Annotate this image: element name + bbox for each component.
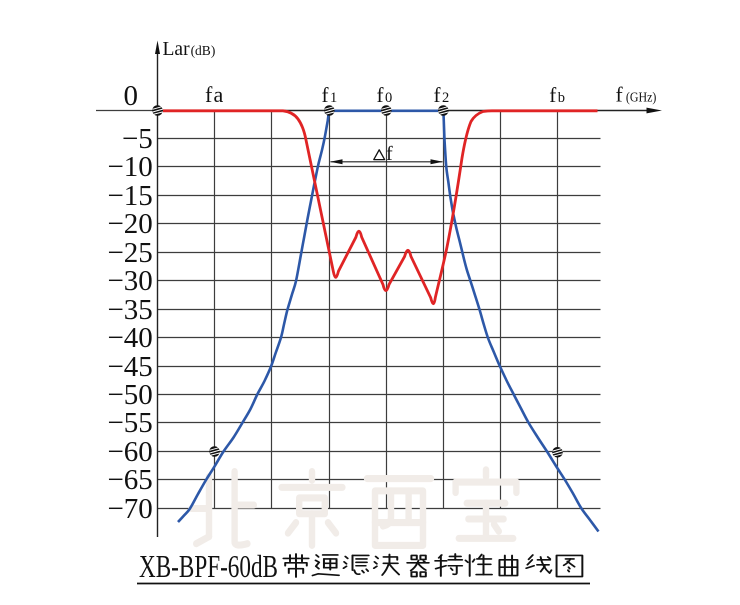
svg-text:−25: −25 — [107, 237, 152, 269]
svg-text:Lar(dB): Lar(dB) — [163, 39, 216, 60]
svg-text:−35: −35 — [107, 294, 152, 326]
svg-text:−15: −15 — [107, 180, 152, 212]
svg-text:−60: −60 — [107, 436, 152, 468]
svg-text:−10: −10 — [107, 151, 152, 183]
svg-text:−55: −55 — [107, 407, 152, 439]
svg-text:0: 0 — [123, 80, 138, 112]
svg-text:−70: −70 — [107, 493, 152, 525]
svg-text:fa: fa — [205, 82, 225, 107]
svg-text:−50: −50 — [107, 379, 152, 411]
svg-text:XB-BPF-60dB: XB-BPF-60dB — [139, 549, 278, 584]
svg-text:−20: −20 — [107, 208, 152, 240]
svg-text:−65: −65 — [107, 464, 152, 496]
svg-text:−45: −45 — [107, 351, 152, 383]
svg-text:−5: −5 — [122, 123, 153, 155]
svg-text:−40: −40 — [107, 322, 152, 354]
svg-text:f: f — [386, 143, 393, 165]
svg-text:−30: −30 — [107, 265, 152, 297]
